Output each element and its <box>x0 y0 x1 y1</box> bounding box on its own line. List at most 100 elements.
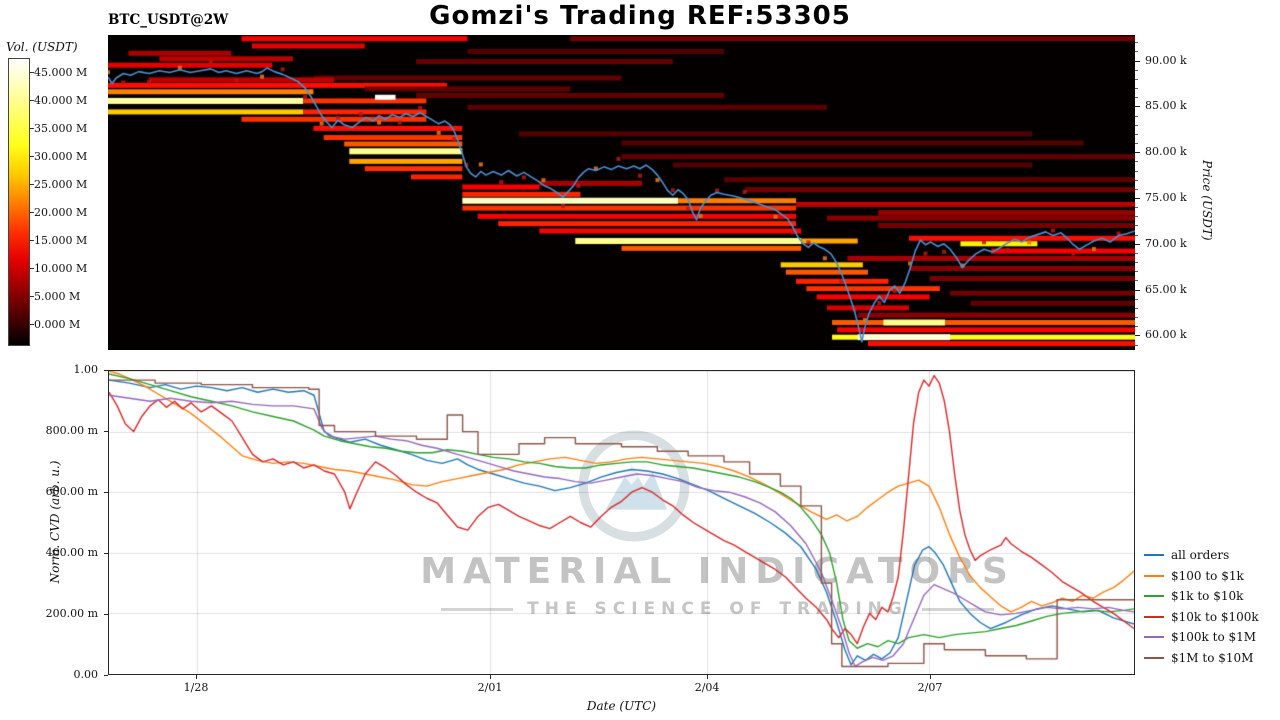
price-axis-minor-tick <box>1135 317 1138 319</box>
colorbar-tick-label: 5.000 M <box>34 290 81 303</box>
price-axis-minor-tick <box>1135 88 1138 90</box>
legend-entry: $1k to $10k <box>1144 586 1280 607</box>
price-axis-minor-tick <box>1135 271 1138 273</box>
price-axis-tick-label: 90.00 k <box>1145 53 1187 67</box>
price-axis-minor-tick <box>1135 207 1138 209</box>
cvd-y-axis-label: Norm. CVD (arb. u.) <box>48 460 62 584</box>
price-axis-tick-mark <box>1135 243 1140 245</box>
cvd-x-tick-mark <box>196 675 197 679</box>
price-axis-tick-label: 85.00 k <box>1145 99 1187 113</box>
legend-label: $1M to $10M <box>1171 650 1254 665</box>
cvd-y-tick-mark <box>104 553 108 554</box>
colorbar-tick-mark <box>30 296 34 297</box>
price-axis-minor-tick <box>1135 307 1138 309</box>
cvd-y-tick-mark <box>104 431 108 432</box>
cvd-y-tick-mark <box>104 614 108 615</box>
chart-legend: all orders $100 to $1k $1k to $10k $10k to … <box>1144 545 1280 668</box>
price-axis-tick-label: 75.00 k <box>1145 190 1187 204</box>
price-axis-minor-tick <box>1135 280 1138 282</box>
legend-entry: $1M to $10M <box>1144 648 1280 669</box>
cvd-x-tick-label: 1/28 <box>183 681 209 694</box>
cvd-x-axis: 1/28 2/01 2/04 2/07 <box>108 675 1135 697</box>
cvd-y-tick-label: 400.00 m <box>45 546 98 559</box>
price-axis-label: Price (USDT) <box>1200 159 1214 241</box>
colorbar-tick-mark <box>30 268 34 269</box>
price-axis-tick-mark <box>1135 197 1140 199</box>
cvd-chart-panel: MATERIAL INDICATORS THE SCIENCE OF TRADI… <box>108 370 1135 675</box>
cvd-y-tick-mark <box>104 492 108 493</box>
liquidity-heatmap-canvas <box>108 35 1135 350</box>
cvd-x-tick-label: 2/01 <box>477 681 503 694</box>
legend-entry: $10k to $100k <box>1144 607 1280 628</box>
legend-label: $10k to $100k <box>1171 609 1259 624</box>
price-axis: 90.00 k 85.00 k 80.00 k 75.00 k 70.00 k 65.00… <box>1135 35 1215 350</box>
colorbar-tick-label: 40.000 M <box>34 94 88 107</box>
cvd-x-tick-mark <box>707 675 709 679</box>
colorbar-tick-mark <box>30 156 34 157</box>
price-axis-minor-tick <box>1135 51 1138 53</box>
price-axis-minor-tick <box>1135 69 1138 71</box>
colorbar-tick-label: 35.000 M <box>34 122 88 135</box>
price-axis-minor-tick <box>1135 326 1138 328</box>
colorbar-tick-mark <box>30 128 34 129</box>
legend-entry: all orders <box>1144 545 1280 566</box>
cvd-x-axis-label: Date (UTC) <box>586 699 657 713</box>
legend-line-sample <box>1144 595 1164 598</box>
price-axis-tick-mark <box>1135 289 1140 291</box>
price-axis-minor-tick <box>1135 143 1138 145</box>
cvd-y-tick-label: 200.00 m <box>45 607 98 620</box>
colorbar-tick-label: 10.000 M <box>34 262 88 275</box>
legend-line-sample <box>1144 554 1164 557</box>
legend-line-sample <box>1144 636 1164 639</box>
colorbar-tick-label: 15.000 M <box>34 234 88 247</box>
colorbar-axis-label: Vol. (USDT) <box>6 40 78 54</box>
colorbar-tick-labels: 45.000 M 40.000 M 35.000 M 30.000 M 25.000 M… <box>30 58 104 346</box>
cvd-x-tick-mark <box>930 675 931 679</box>
cvd-y-tick-label: 600.00 m <box>45 485 98 498</box>
price-axis-tick-mark <box>1135 335 1140 337</box>
cvd-y-tick-label: 800.00 m <box>45 424 98 437</box>
price-axis-minor-tick <box>1135 344 1138 346</box>
price-axis-minor-tick <box>1135 262 1138 264</box>
cvd-y-tick-label: 0.00 <box>73 668 99 681</box>
legend-entry: $100 to $1k <box>1144 566 1280 587</box>
price-axis-minor-tick <box>1135 234 1138 236</box>
cvd-x-tick-mark <box>490 675 492 679</box>
price-axis-minor-tick <box>1135 97 1138 99</box>
price-axis-minor-tick <box>1135 188 1138 190</box>
price-axis-tick-label: 60.00 k <box>1145 328 1187 342</box>
legend-label: $1k to $10k <box>1171 589 1244 604</box>
colorbar-tick-mark <box>30 184 34 185</box>
legend-label: $100k to $1M <box>1171 630 1257 645</box>
legend-entry: $100k to $1M <box>1144 627 1280 648</box>
liquidity-heatmap-panel <box>108 35 1135 350</box>
price-axis-minor-tick <box>1135 216 1138 218</box>
price-axis-minor-tick <box>1135 225 1138 227</box>
price-axis-minor-tick <box>1135 115 1138 117</box>
legend-label: all orders <box>1171 548 1230 563</box>
price-axis-tick-label: 70.00 k <box>1145 236 1187 250</box>
cvd-x-tick-label: 2/04 <box>694 681 720 694</box>
legend-line-sample <box>1144 656 1164 659</box>
colorbar-tick-mark <box>30 100 34 101</box>
page-title: Gomzi's Trading REF:53305 <box>429 1 851 31</box>
colorbar-tick-label: 25.000 M <box>34 178 88 191</box>
price-axis-minor-tick <box>1135 298 1138 300</box>
price-axis-minor-tick <box>1135 133 1138 135</box>
cvd-chart-canvas <box>109 371 1134 674</box>
price-axis-minor-tick <box>1135 179 1138 181</box>
colorbar-tick-label: 20.000 M <box>34 206 88 219</box>
price-axis-tick-mark <box>1135 152 1140 154</box>
price-axis-tick-label: 65.00 k <box>1145 282 1187 296</box>
volume-colorbar <box>8 58 30 346</box>
price-axis-tick-label: 80.00 k <box>1145 145 1187 159</box>
legend-label: $100 to $1k <box>1171 568 1244 583</box>
colorbar-tick-mark <box>30 212 34 213</box>
colorbar-tick-label: 45.000 M <box>34 66 88 79</box>
symbol-label: BTC_USDT@2W <box>108 12 229 28</box>
price-axis-minor-tick <box>1135 161 1138 163</box>
price-axis-minor-tick <box>1135 170 1138 172</box>
colorbar-tick-mark <box>30 240 34 241</box>
price-axis-minor-tick <box>1135 124 1138 126</box>
